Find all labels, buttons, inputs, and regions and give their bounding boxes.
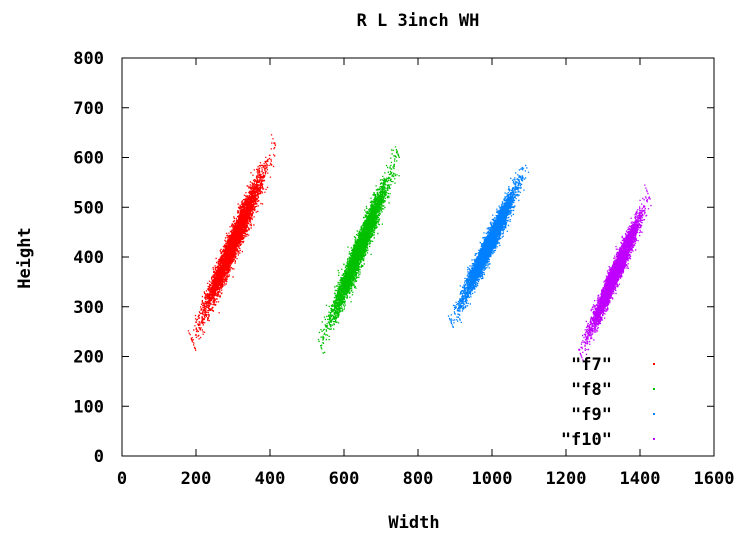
chart-title: R L 3inch WH <box>357 11 480 31</box>
legend-label: "f7" <box>571 355 612 375</box>
legend-label: "f8" <box>571 380 612 400</box>
x-tick-label: 1000 <box>472 469 513 489</box>
x-tick-label: 1600 <box>694 469 735 489</box>
scatter-points-f9 <box>447 164 530 328</box>
legend-label: "f9" <box>571 405 612 425</box>
y-axis-label: Height <box>15 227 35 288</box>
y-tick-label: 700 <box>73 99 104 119</box>
x-tick-label: 1200 <box>546 469 587 489</box>
points-layer <box>187 134 652 361</box>
y-tick-label: 500 <box>73 198 104 218</box>
x-tick-label: 400 <box>255 469 286 489</box>
y-tick-label: 300 <box>73 298 104 318</box>
legend-marker <box>653 413 655 415</box>
x-tick-label: 1400 <box>620 469 661 489</box>
y-tick-label: 800 <box>73 49 104 69</box>
legend-marker <box>653 438 655 440</box>
x-tick-label: 200 <box>181 469 212 489</box>
scatter-points-f10 <box>578 184 652 361</box>
x-tick-label: 800 <box>403 469 434 489</box>
x-tick-label: 0 <box>117 469 127 489</box>
y-tick-label: 600 <box>73 149 104 169</box>
legend-marker <box>653 363 655 365</box>
y-tick-label: 400 <box>73 248 104 268</box>
scatter-points-f7 <box>187 134 277 351</box>
y-tick-label: 100 <box>73 397 104 417</box>
y-tick-label: 200 <box>73 348 104 368</box>
legend-marker <box>653 388 655 390</box>
scatter-points-f8 <box>317 146 400 354</box>
y-tick-label: 0 <box>94 447 104 467</box>
legend-label: "f10" <box>561 430 612 450</box>
ticks-layer: 0 200 400 600 800 1000 1200 1400 1600 0 100 200 300 4… <box>73 49 734 489</box>
x-axis-label: Width <box>388 513 439 533</box>
x-tick-label: 600 <box>329 469 360 489</box>
legend: "f7" "f8" "f9" "f10" <box>561 355 655 450</box>
